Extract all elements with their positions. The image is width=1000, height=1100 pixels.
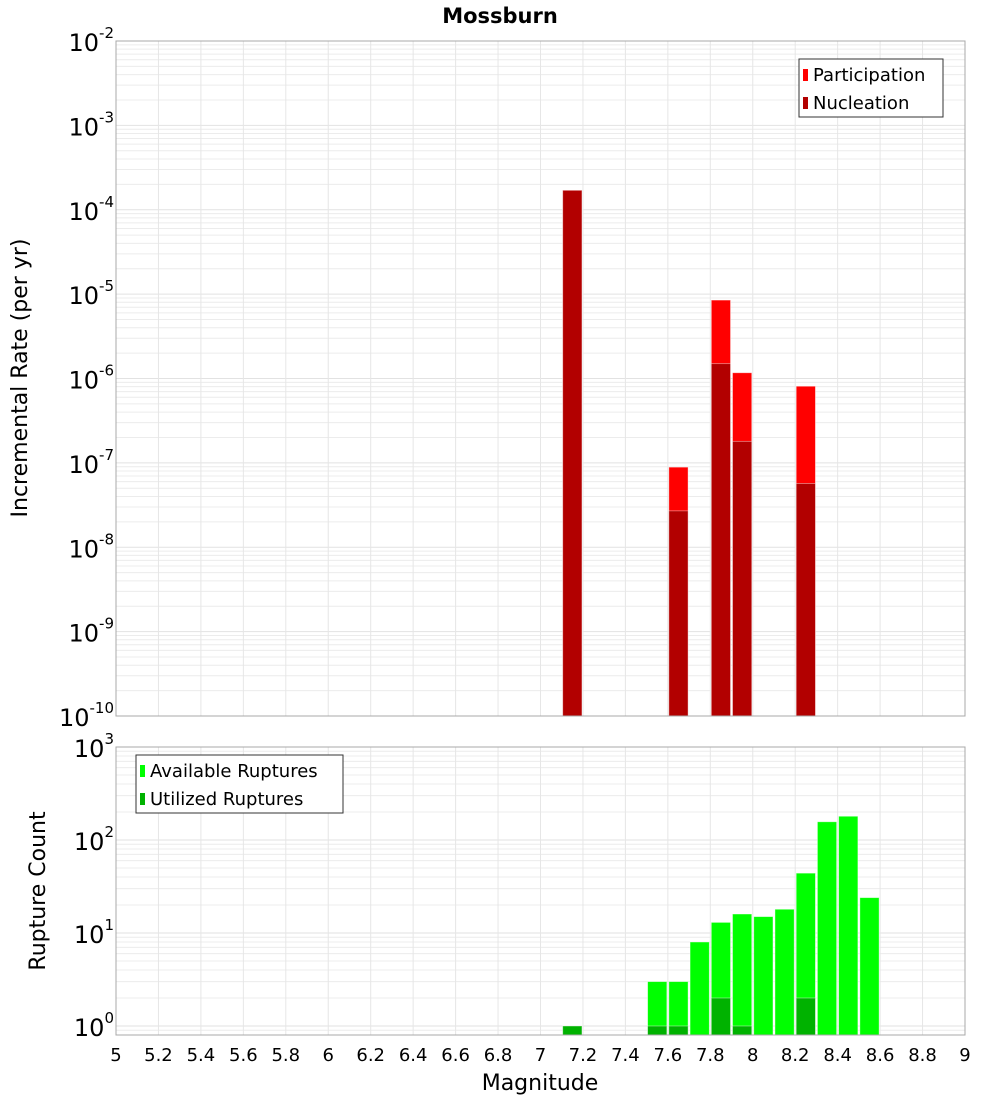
- y-tick-label: 10-9: [68, 615, 114, 648]
- bar-nucleation: [795, 483, 816, 717]
- bottom-y-axis-label: Rupture Count: [26, 811, 51, 971]
- x-tick-label: 5: [110, 1045, 121, 1066]
- y-tick-label: 10-10: [59, 699, 114, 732]
- x-tick-label: 6.6: [441, 1045, 470, 1066]
- bar-available-ruptures: [732, 913, 753, 1036]
- x-tick-label: 7: [535, 1045, 546, 1066]
- bar-nucleation: [668, 510, 689, 717]
- x-tick-label: 6.8: [484, 1045, 513, 1066]
- bar-utilized-ruptures: [562, 1025, 583, 1036]
- bar-available-ruptures: [689, 941, 710, 1036]
- x-tick-label: 8.6: [866, 1045, 895, 1066]
- x-tick-label: 6.4: [399, 1045, 428, 1066]
- legend: Participation Nucleation: [798, 58, 944, 118]
- top-y-axis-label: Incremental Rate (per yr): [8, 239, 33, 518]
- y-tick-label: 10-8: [68, 530, 114, 563]
- top-plot-area: 10-10 10-9 10-8 10-7 10-6 10-5 10-4 10-3 10-2 Par…: [59, 24, 966, 732]
- legend-label: Utilized Ruptures: [150, 789, 303, 810]
- x-tick-label: 7.4: [611, 1045, 640, 1066]
- x-tick-label: 7.6: [654, 1045, 683, 1066]
- y-tick-label: 10-5: [68, 277, 114, 310]
- legend-swatch: [140, 793, 145, 805]
- y-tick-label: 100: [74, 1009, 114, 1042]
- x-axis-label: Magnitude: [482, 1071, 599, 1096]
- legend-swatch: [140, 765, 145, 777]
- bar-available-ruptures: [753, 916, 774, 1036]
- bar-utilized-ruptures: [668, 1025, 689, 1036]
- x-tick-label: 8.4: [823, 1045, 852, 1066]
- y-tick-label: 10-2: [68, 24, 114, 57]
- bar-utilized-ruptures: [732, 1025, 753, 1036]
- bar-available-ruptures: [859, 897, 880, 1036]
- x-tick-label: 8.8: [908, 1045, 937, 1066]
- x-tick-label: 5.8: [271, 1045, 300, 1066]
- x-tick-label: 7.8: [696, 1045, 725, 1066]
- bottom-plot-area: 100 101 102 103 Available Ruptures Utilized R…: [74, 730, 966, 1042]
- legend: Available Ruptures Utilized Ruptures: [135, 754, 344, 814]
- bar-available-ruptures: [774, 908, 795, 1036]
- x-tick-label: 6.2: [356, 1045, 385, 1066]
- y-tick-label: 103: [74, 730, 114, 763]
- x-tick-label: 8.2: [781, 1045, 810, 1066]
- legend-label: Participation: [813, 65, 925, 86]
- x-tick-label: 5.6: [229, 1045, 258, 1066]
- y-tick-label: 10-6: [68, 362, 114, 395]
- y-tick-label: 101: [74, 916, 114, 949]
- bar-available-ruptures: [817, 821, 838, 1036]
- legend-swatch: [803, 97, 808, 109]
- x-tick-label: 8: [747, 1045, 758, 1066]
- bar-utilized-ruptures: [710, 997, 731, 1036]
- x-tick-label: 7.2: [569, 1045, 598, 1066]
- y-tick-label: 102: [74, 823, 114, 856]
- y-tick-label: 10-7: [68, 446, 114, 479]
- plot-frame: [115, 746, 966, 1036]
- bar-nucleation: [732, 440, 753, 717]
- y-tick-label: 10-3: [68, 108, 114, 141]
- x-tick-label: 9: [959, 1045, 970, 1066]
- bar-available-ruptures: [838, 815, 859, 1036]
- legend-box: [798, 58, 944, 118]
- bar-utilized-ruptures: [647, 1025, 668, 1036]
- x-tick-label: 5.2: [144, 1045, 173, 1066]
- chart-title: Mossburn: [442, 4, 558, 28]
- plot-frame: [115, 40, 966, 717]
- x-tick-labels: 5 5.2 5.4 5.6 5.8 6 6.2 6.4 6.6 6.8 7 7.2 7.4 7.6 7.8 8…: [110, 1045, 970, 1066]
- legend-box: [135, 754, 344, 814]
- legend-label: Nucleation: [813, 93, 909, 114]
- x-tick-label: 6: [323, 1045, 334, 1066]
- legend-swatch: [803, 69, 808, 81]
- bar-nucleation: [710, 363, 731, 717]
- x-tick-label: 5.4: [187, 1045, 216, 1066]
- bar-nucleation: [562, 189, 583, 717]
- y-tick-label: 10-4: [68, 193, 114, 226]
- bar-utilized-ruptures: [795, 997, 816, 1036]
- legend-label: Available Ruptures: [150, 761, 318, 782]
